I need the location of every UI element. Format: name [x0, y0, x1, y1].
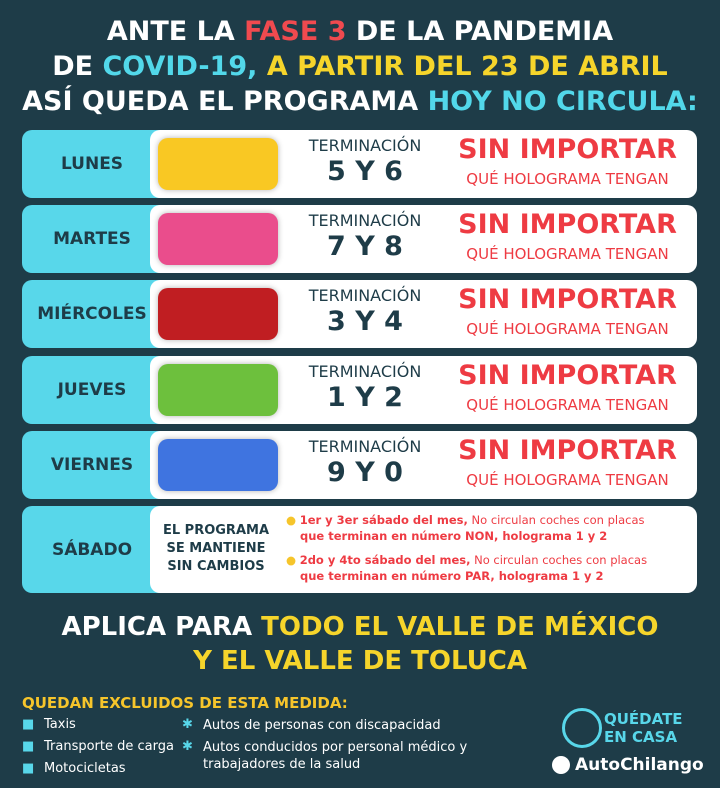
color-swatch [158, 363, 278, 416]
excluded-icon: ✱ [182, 717, 193, 732]
rule-detail: que terminan en número NON, holograma 1 … [300, 529, 608, 543]
program-note: EL PROGRAMA SE MANTIENE SIN CAMBIOS [150, 522, 282, 576]
headline: SIN IMPORTAR [458, 134, 677, 165]
saturday-rule: ● 1er y 3er sábado del mes, No circulan … [286, 512, 686, 544]
day-label: MIÉRCOLES [22, 280, 162, 349]
excluded-icon: ■ [22, 717, 35, 732]
header-segment: A PARTIR DEL 23 DE ABRIL [257, 51, 668, 82]
applies-line: APLICA PARA TODO EL VALLE DE MÉXICO [0, 612, 720, 642]
header-line: DE COVID-19, A PARTIR DEL 23 DE ABRIL [0, 51, 720, 82]
rule-text: No circulan coches con placas [470, 553, 648, 567]
excluded-icon: ✱ [182, 739, 193, 754]
termination-label: TERMINACIÓN [308, 286, 422, 306]
excluded-icon: ■ [22, 739, 35, 754]
brand: AutoChilango [575, 755, 704, 775]
day-card: TERMINACIÓN 9 Y 0 SIN IMPORTAR QUÉ HOLOGRAM… [150, 430, 697, 499]
day-card: TERMINACIÓN 7 Y 8 SIN IMPORTAR QUÉ HOLOGRAM… [150, 205, 697, 274]
subline: QUÉ HOLOGRAMA TENGAN [466, 245, 669, 264]
termination-digits: 3 Y 4 [327, 306, 403, 338]
subline: QUÉ HOLOGRAMA TENGAN [466, 470, 669, 489]
header-segment: COVID-19, [102, 51, 258, 82]
color-swatch [158, 138, 278, 190]
header-segment: ASÍ QUEDA EL PROGRAMA [22, 86, 428, 117]
day-label: SÁBADO [22, 506, 162, 593]
termination-label: TERMINACIÓN [308, 361, 422, 381]
subline: QUÉ HOLOGRAMA TENGAN [466, 320, 669, 339]
stay-home: QUÉDATE EN CASA [604, 710, 683, 746]
home-icon [562, 708, 602, 748]
day-label: LUNES [22, 130, 162, 198]
saturday-card: EL PROGRAMA SE MANTIENE SIN CAMBIOS ● 1er y… [150, 506, 697, 593]
termination-digits: 5 Y 6 [327, 156, 403, 187]
excluded-icon: ■ [22, 761, 35, 776]
excluded-item: Taxis [44, 717, 76, 732]
program-line: SE MANTIENE [166, 541, 266, 556]
termination-digits: 7 Y 8 [327, 231, 403, 263]
header-segment: DE LA PANDEMIA [346, 16, 614, 47]
termination-digits: 9 Y 0 [327, 456, 403, 488]
excluded-item: Motocicletas [44, 761, 126, 776]
program-line: SIN CAMBIOS [167, 559, 265, 574]
day-label: VIERNES [22, 430, 162, 499]
day-label: JUEVES [22, 355, 162, 424]
applies-line: Y EL VALLE DE TOLUCA [0, 646, 720, 676]
day-card: TERMINACIÓN 5 Y 6 SIN IMPORTAR QUÉ HOLOGRAM… [150, 130, 697, 198]
applies-segment: Y EL VALLE DE TOLUCA [193, 646, 527, 676]
applies-segment: APLICA PARA [61, 612, 262, 642]
brand-icon [552, 756, 570, 774]
excluded-item: Transporte de carga [44, 739, 174, 754]
day-card: TERMINACIÓN 1 Y 2 SIN IMPORTAR QUÉ HOLOGRAM… [150, 355, 697, 424]
bullet: ● [286, 553, 300, 567]
day-card: TERMINACIÓN 3 Y 4 SIN IMPORTAR QUÉ HOLOGRAM… [150, 280, 697, 349]
termination-digits: 1 Y 2 [327, 381, 403, 413]
headline: SIN IMPORTAR [458, 434, 677, 466]
stay-line: EN CASA [604, 728, 678, 746]
color-swatch [158, 288, 278, 341]
color-swatch [158, 213, 278, 266]
header-segment: ANTE LA [106, 16, 245, 47]
termination-label: TERMINACIÓN [308, 136, 422, 155]
applies-segment: TODO EL VALLE DE MÉXICO [261, 612, 659, 642]
header-line: ASÍ QUEDA EL PROGRAMA HOY NO CIRCULA: [0, 86, 720, 117]
excluded-item: Autos de personas con discapacidad [203, 718, 441, 733]
excluded-title: QUEDAN EXCLUIDOS DE ESTA MEDIDA: [22, 694, 348, 712]
header-line: ANTE LA FASE 3 DE LA PANDEMIA [0, 16, 720, 47]
rule-when: 1er y 3er sábado del mes, [299, 513, 468, 527]
headline: SIN IMPORTAR [458, 284, 677, 316]
color-swatch [158, 438, 278, 491]
stay-line: QUÉDATE [604, 710, 683, 728]
bullet: ● [286, 513, 300, 527]
header-segment: HOY NO CIRCULA: [427, 86, 698, 117]
rule-detail: que terminan en número PAR, holograma 1 … [300, 569, 604, 583]
day-label: MARTES [22, 205, 162, 274]
rule-text: No circulan coches con placas [467, 513, 645, 527]
termination-label: TERMINACIÓN [308, 436, 422, 456]
saturday-rule: ● 2do y 4to sábado del mes, No circulan … [286, 552, 686, 584]
program-line: EL PROGRAMA [162, 523, 270, 538]
header-segment: DE [52, 51, 103, 82]
subline: QUÉ HOLOGRAMA TENGAN [466, 170, 669, 188]
excluded-item: Autos conducidos por personal médico y t… [203, 740, 468, 772]
headline: SIN IMPORTAR [458, 359, 677, 391]
subline: QUÉ HOLOGRAMA TENGAN [466, 395, 669, 414]
header-segment: FASE 3 [244, 16, 347, 47]
headline: SIN IMPORTAR [458, 209, 677, 241]
rule-when: 2do y 4to sábado del mes, [299, 553, 471, 567]
termination-label: TERMINACIÓN [308, 211, 422, 231]
